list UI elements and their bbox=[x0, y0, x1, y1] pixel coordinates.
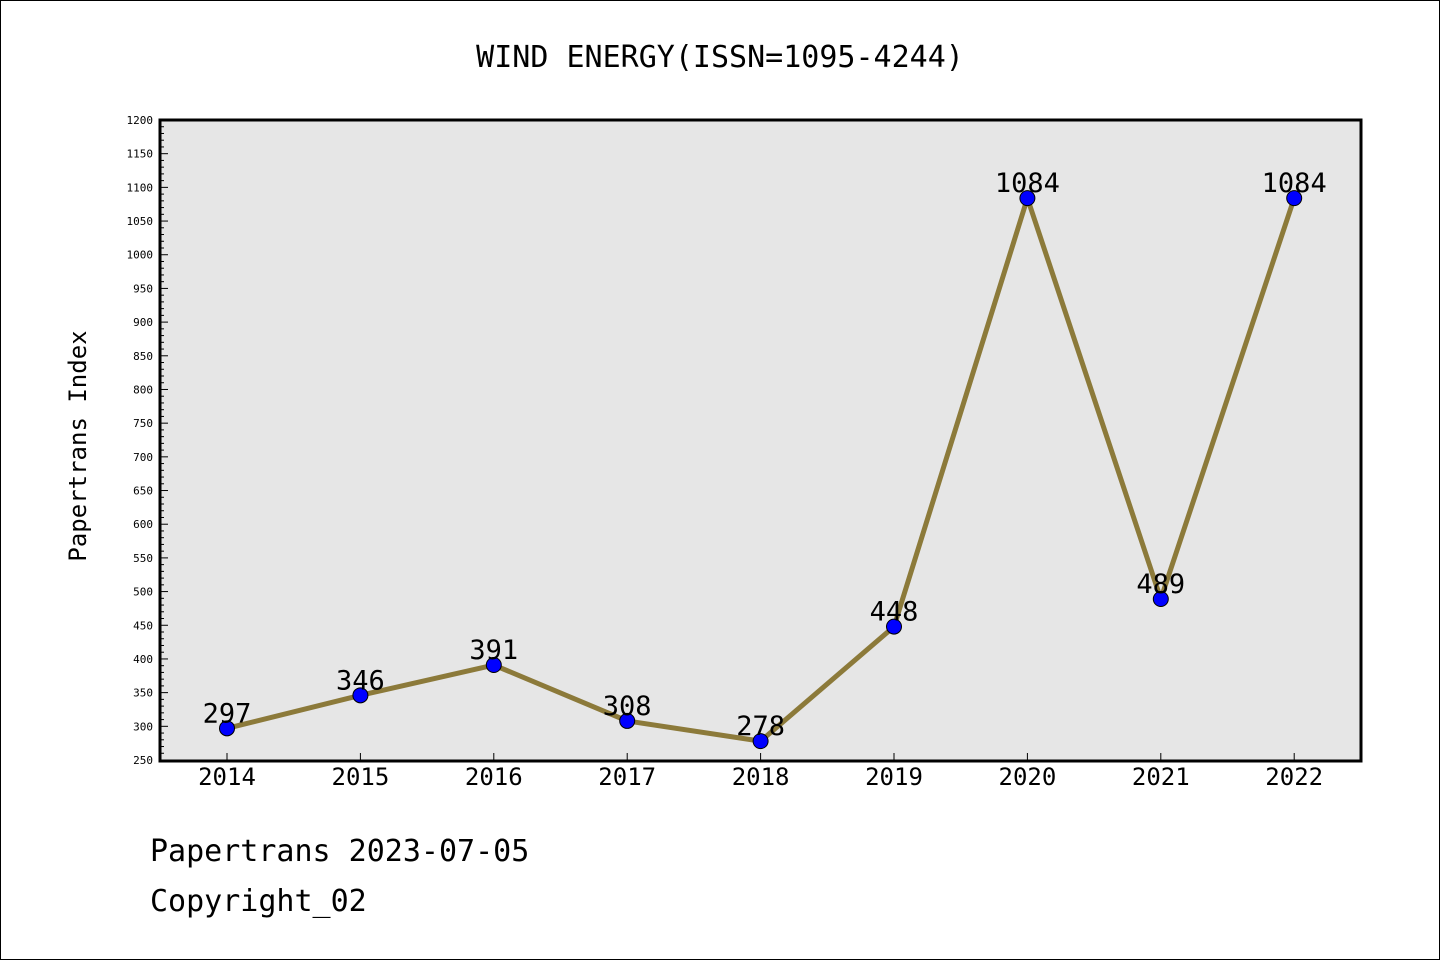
data-label: 1084 bbox=[1262, 168, 1327, 199]
y-axis-ticks: 250 300 350 400 450 500 550 600 650 700 750 800 850 9… bbox=[127, 114, 168, 767]
data-label: 448 bbox=[870, 597, 919, 628]
data-label: 297 bbox=[203, 698, 252, 729]
footer-date: Papertrans 2023-07-05 bbox=[150, 834, 530, 869]
data-point bbox=[886, 618, 902, 635]
data-label: 346 bbox=[336, 665, 385, 696]
y-tick-label: 1200 bbox=[127, 114, 154, 127]
x-tick-label: 2019 bbox=[865, 763, 923, 791]
data-label: 308 bbox=[603, 691, 652, 722]
x-tick-label: 2016 bbox=[465, 763, 523, 791]
y-tick-label: 1050 bbox=[127, 215, 154, 228]
y-tick-label: 1000 bbox=[127, 249, 154, 262]
data-point bbox=[485, 657, 502, 674]
y-tick-label: 1100 bbox=[127, 181, 154, 194]
y-tick-label: 900 bbox=[133, 316, 153, 329]
y-tick-label: 800 bbox=[133, 383, 153, 396]
y-tick-label: 700 bbox=[133, 451, 153, 464]
y-tick-label: 750 bbox=[133, 417, 153, 430]
data-point bbox=[752, 733, 769, 750]
x-tick-label: 2014 bbox=[198, 763, 256, 791]
y-tick-label: 600 bbox=[133, 518, 153, 531]
chart-title: WIND ENERGY(ISSN=1095-4244) bbox=[476, 40, 964, 75]
data-label: 391 bbox=[469, 635, 518, 666]
plot-area bbox=[158, 118, 1363, 763]
data-points bbox=[219, 190, 1303, 750]
data-label: 278 bbox=[736, 711, 785, 742]
data-point bbox=[219, 720, 235, 737]
x-tick-label: 2021 bbox=[1132, 763, 1190, 791]
data-point bbox=[1286, 190, 1303, 207]
x-tick-label: 2017 bbox=[598, 763, 656, 791]
data-point bbox=[352, 687, 369, 704]
y-tick-label: 450 bbox=[133, 619, 153, 632]
y-tick-label: 550 bbox=[133, 552, 153, 565]
footer-copyright: Copyright_02 bbox=[150, 884, 367, 919]
x-tick-label: 2015 bbox=[332, 763, 390, 791]
x-tick-label: 2020 bbox=[999, 763, 1057, 791]
data-label: 1084 bbox=[995, 168, 1060, 199]
y-tick-label: 650 bbox=[133, 485, 153, 498]
x-tick-label: 2022 bbox=[1265, 763, 1323, 791]
x-axis-ticks: 2014 2015 2016 2017 2018 2019 2020 2021 2022 bbox=[198, 753, 1323, 791]
y-tick-label: 850 bbox=[133, 350, 153, 363]
y-tick-label: 250 bbox=[133, 754, 153, 767]
data-label: 489 bbox=[1136, 569, 1185, 600]
data-labels: 297 346 391 308 278 448 1084 489 1084 bbox=[203, 168, 1327, 742]
x-tick-label: 2018 bbox=[732, 763, 790, 791]
y-tick-label: 950 bbox=[133, 282, 153, 295]
y-tick-label: 400 bbox=[133, 653, 153, 666]
data-point bbox=[619, 712, 636, 729]
y-tick-label: 1150 bbox=[127, 148, 154, 161]
data-point bbox=[1019, 190, 1036, 207]
data-point bbox=[1152, 590, 1169, 607]
y-axis-label: Papertrans Index bbox=[64, 330, 92, 561]
y-tick-label: 350 bbox=[133, 687, 153, 700]
y-tick-label: 500 bbox=[133, 586, 153, 599]
y-tick-label: 300 bbox=[133, 720, 153, 733]
